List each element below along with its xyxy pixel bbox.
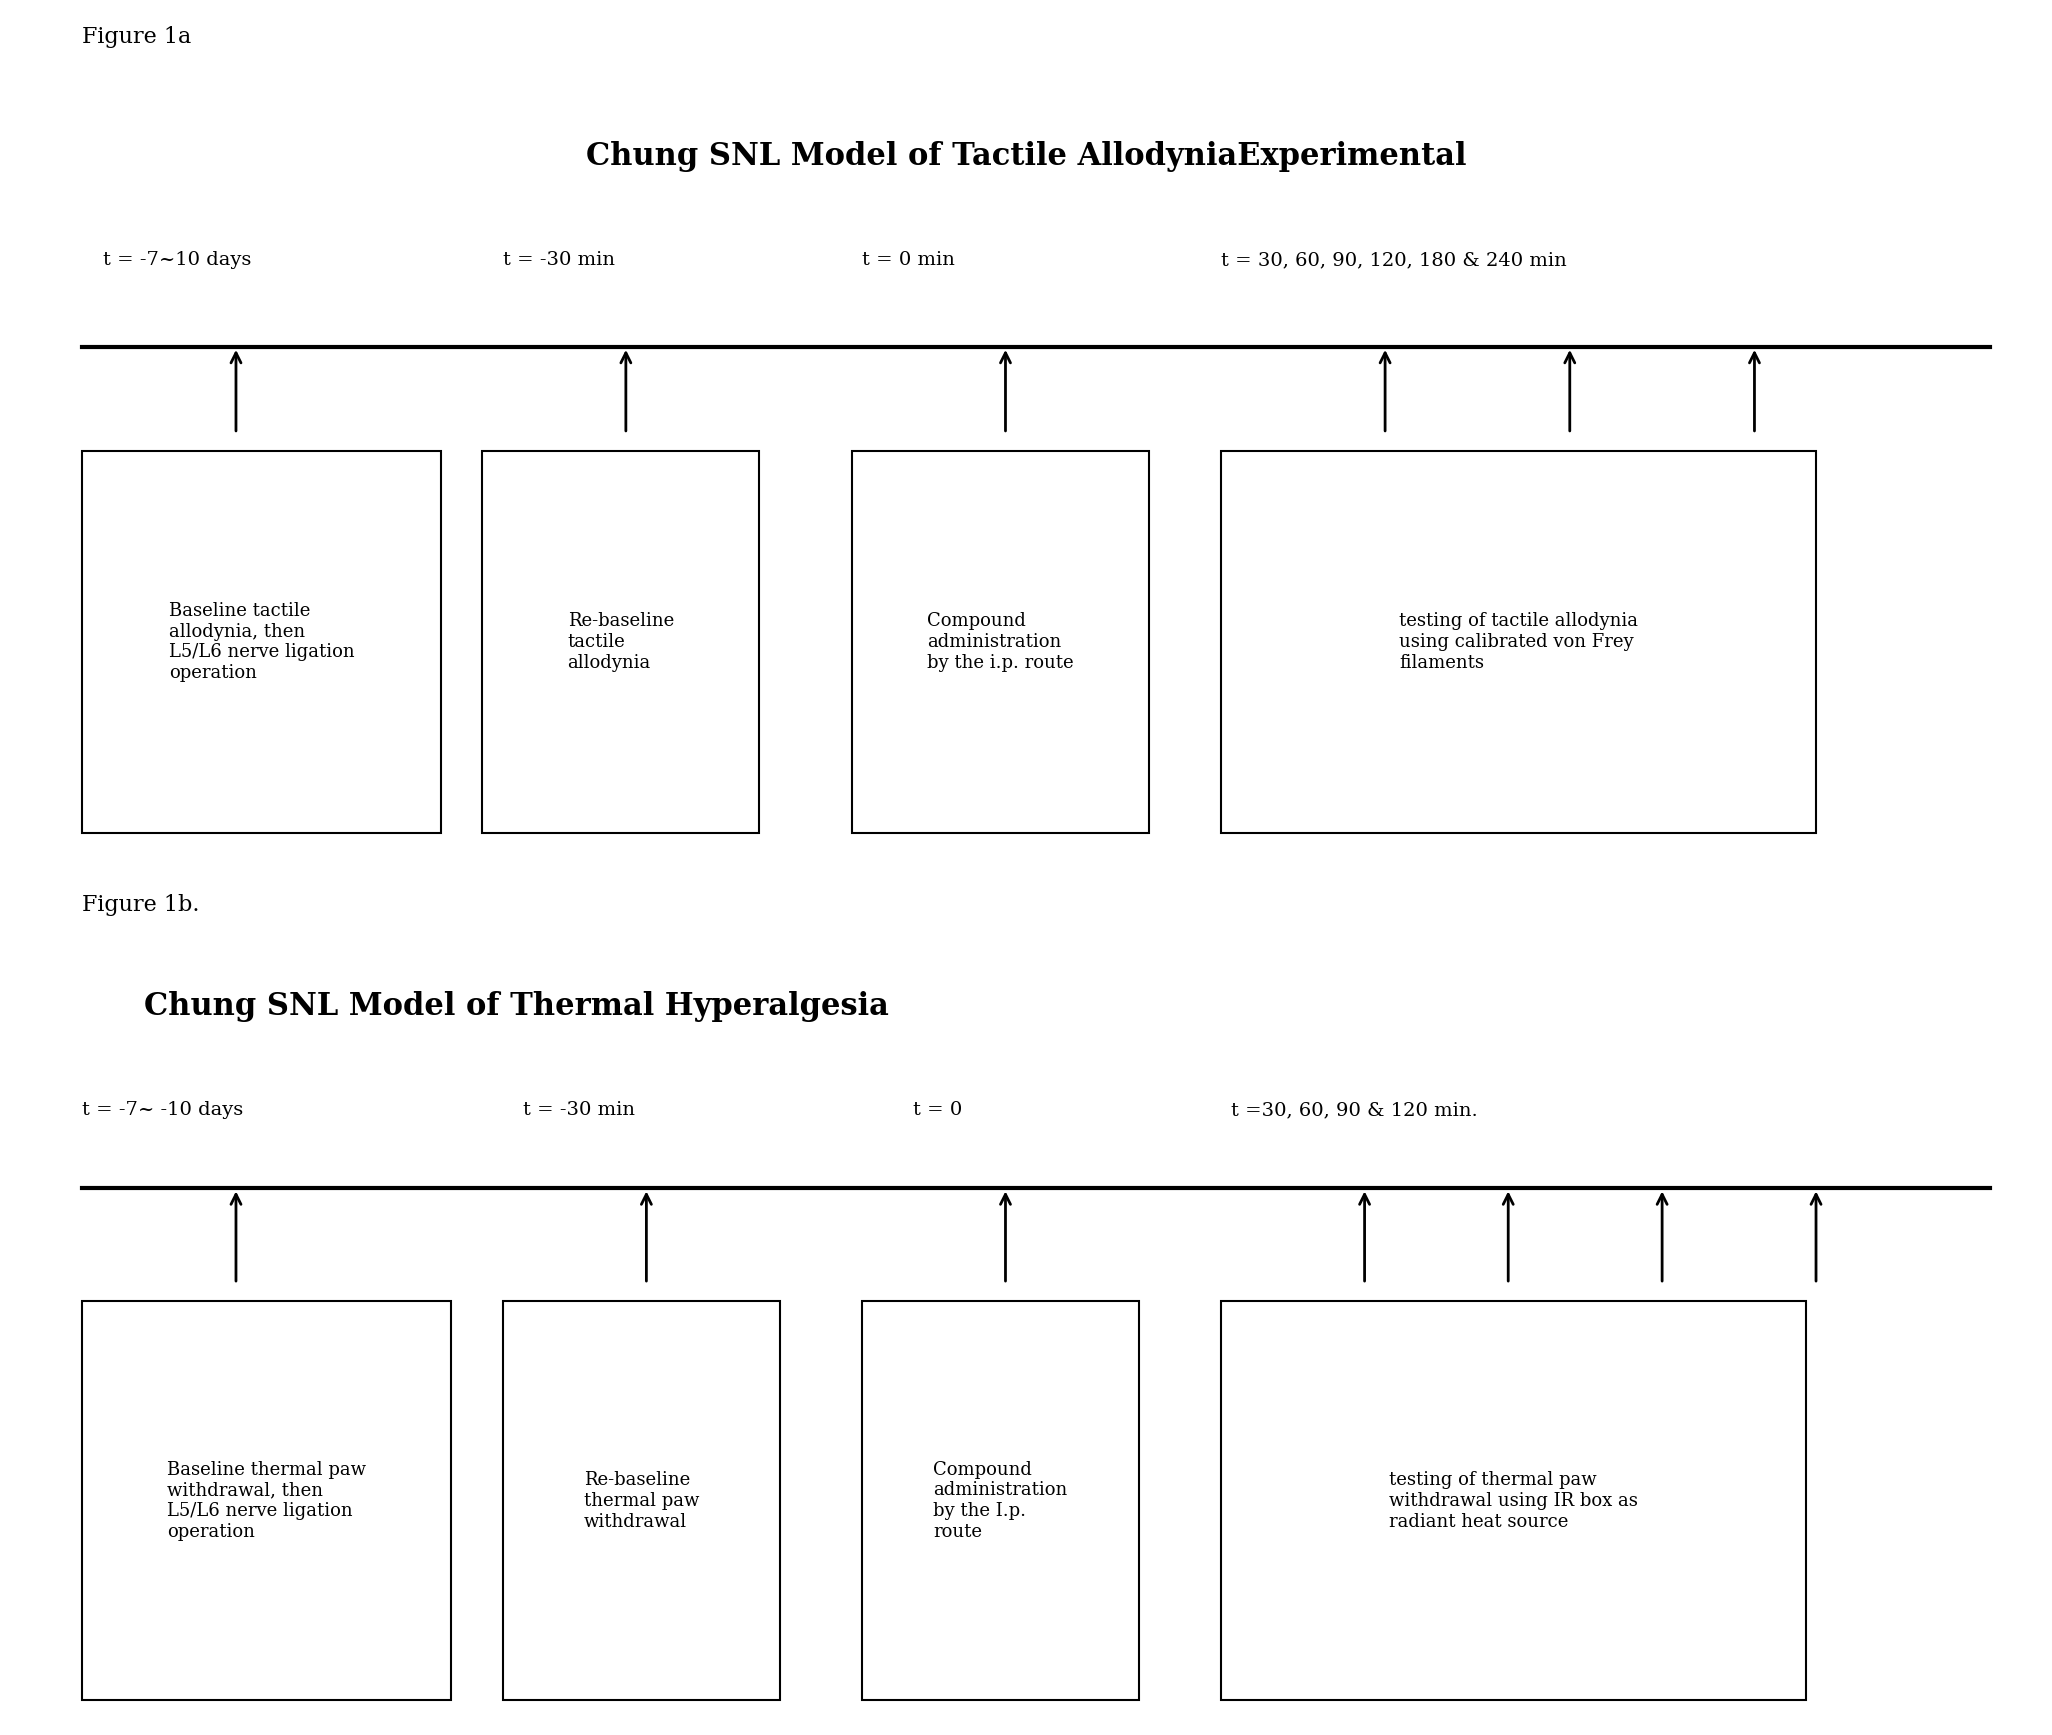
Text: Baseline thermal paw
withdrawal, then
L5/L6 nerve ligation
operation: Baseline thermal paw withdrawal, then L5… [168, 1461, 365, 1541]
Text: Chung SNL Model of Thermal Hyperalgesia: Chung SNL Model of Thermal Hyperalgesia [144, 991, 889, 1022]
Text: Chung SNL Model of Tactile AllodyniaExperimental: Chung SNL Model of Tactile AllodyniaExpe… [585, 141, 1467, 172]
FancyBboxPatch shape [1221, 1301, 1806, 1700]
Text: testing of thermal paw
withdrawal using IR box as
radiant heat source: testing of thermal paw withdrawal using … [1389, 1471, 1637, 1530]
FancyBboxPatch shape [82, 451, 441, 833]
FancyBboxPatch shape [1221, 451, 1816, 833]
FancyBboxPatch shape [503, 1301, 780, 1700]
Text: Figure 1a: Figure 1a [82, 26, 191, 49]
FancyBboxPatch shape [82, 1301, 451, 1700]
Text: t =30, 60, 90 & 120 min.: t =30, 60, 90 & 120 min. [1231, 1102, 1477, 1119]
Text: t = 30, 60, 90, 120, 180 & 240 min: t = 30, 60, 90, 120, 180 & 240 min [1221, 252, 1566, 269]
Text: t = 0: t = 0 [913, 1102, 962, 1119]
Text: Baseline tactile
allodynia, then
L5/L6 nerve ligation
operation: Baseline tactile allodynia, then L5/L6 n… [168, 602, 355, 682]
Text: Re-baseline
tactile
allodynia: Re-baseline tactile allodynia [568, 612, 673, 671]
Text: t = 0 min: t = 0 min [862, 252, 954, 269]
Text: t = -30 min: t = -30 min [523, 1102, 636, 1119]
Text: testing of tactile allodynia
using calibrated von Frey
filaments: testing of tactile allodynia using calib… [1399, 612, 1637, 671]
FancyBboxPatch shape [852, 451, 1149, 833]
Text: t = -7~ -10 days: t = -7~ -10 days [82, 1102, 244, 1119]
Text: t = -30 min: t = -30 min [503, 252, 616, 269]
Text: t = -7~10 days: t = -7~10 days [103, 252, 250, 269]
Text: Compound
administration
by the I.p.
route: Compound administration by the I.p. rout… [934, 1461, 1067, 1541]
FancyBboxPatch shape [862, 1301, 1139, 1700]
FancyBboxPatch shape [482, 451, 759, 833]
Text: Compound
administration
by the i.p. route: Compound administration by the i.p. rout… [928, 612, 1073, 671]
Text: Figure 1b.: Figure 1b. [82, 894, 199, 916]
Text: Re-baseline
thermal paw
withdrawal: Re-baseline thermal paw withdrawal [583, 1471, 700, 1530]
